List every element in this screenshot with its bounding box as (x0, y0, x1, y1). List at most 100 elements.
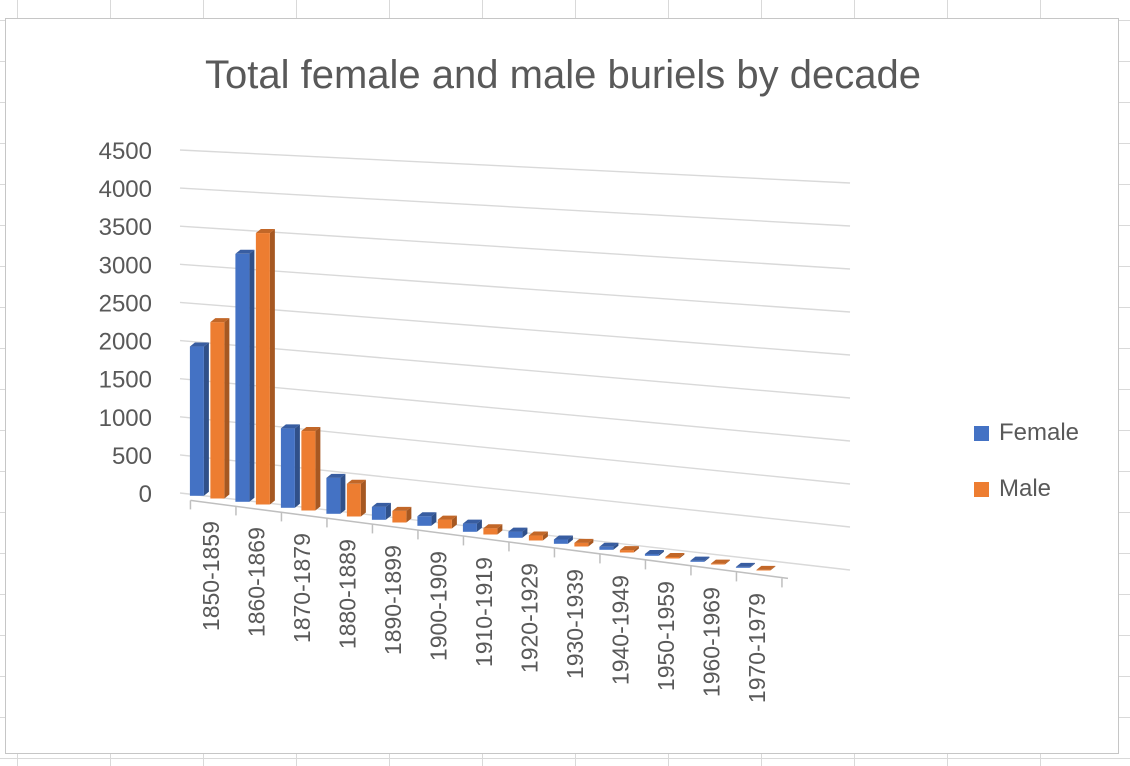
legend: Female Male (974, 405, 1079, 517)
gridline (179, 263, 851, 313)
x-tick-label: 1870-1879 (289, 533, 315, 643)
bar-female (735, 566, 750, 568)
legend-swatch-female (974, 425, 989, 441)
y-tick-label: 4000 (99, 176, 152, 203)
bar-top (574, 538, 594, 543)
bar-male (756, 569, 771, 571)
bar-top (553, 535, 573, 540)
bar-top (235, 249, 255, 254)
bar-female (189, 346, 204, 496)
y-tick-label: 2500 (99, 290, 152, 317)
x-tick-label: 1950-1959 (653, 581, 679, 691)
bar-side (770, 565, 776, 571)
x-tick-label: 1910-1919 (471, 557, 497, 667)
bar-side (451, 515, 457, 529)
x-tick-label: 1850-1859 (198, 521, 224, 631)
y-tick-label: 3000 (99, 252, 152, 279)
x-tick-label: 1920-1929 (516, 563, 542, 673)
bar-side (567, 535, 573, 544)
bar-top (280, 424, 300, 429)
bar-side (385, 502, 391, 520)
bar-female (553, 539, 568, 544)
bar-top (690, 556, 710, 561)
bar-side (360, 479, 366, 517)
x-tick-label: 1900-1909 (425, 551, 451, 661)
bar-side (542, 531, 548, 541)
gridline (179, 377, 851, 442)
bar-top (528, 531, 548, 536)
y-tick-label: 4500 (99, 138, 152, 165)
bar-side (613, 542, 619, 550)
y-tick-label: 0 (139, 481, 152, 508)
bar-side (724, 559, 730, 565)
bar-side (224, 318, 230, 499)
gridline (179, 149, 851, 184)
bar-side (497, 524, 503, 535)
legend-item-female: Female (974, 405, 1079, 461)
bar-top (255, 229, 275, 234)
bar-side (588, 538, 594, 547)
bar-top (665, 553, 685, 558)
gridline (179, 416, 851, 485)
bar-side (203, 342, 209, 496)
legend-label-female: Female (999, 419, 1080, 446)
x-tick-label: 1890-1899 (380, 545, 406, 655)
bar-male (665, 557, 680, 559)
bar-top (483, 524, 503, 529)
gridline (179, 301, 851, 356)
bar-top (735, 562, 755, 567)
bar-male (574, 542, 589, 547)
y-tick-label: 500 (112, 443, 152, 470)
x-tick-label: 1930-1939 (562, 569, 588, 679)
y-tick-label: 1500 (99, 367, 152, 394)
bar-side (249, 249, 255, 502)
x-tick-label: 1970-1979 (744, 593, 770, 703)
bar-top (437, 515, 457, 520)
bar-female (644, 554, 659, 556)
bar-female (280, 428, 295, 508)
bar-male (619, 550, 634, 553)
y-tick-label: 3500 (99, 214, 152, 241)
gridline (179, 225, 851, 270)
bar-top (710, 559, 730, 564)
bar-side (269, 229, 275, 505)
bar-top (619, 546, 639, 551)
bar-top (189, 342, 209, 347)
bar-top (417, 512, 437, 517)
bar-top (326, 473, 346, 478)
legend-label-male: Male (999, 475, 1052, 502)
gridline (179, 454, 851, 528)
bar-side (522, 527, 528, 538)
legend-swatch-male (974, 481, 989, 497)
bar-male (255, 233, 270, 505)
bar-top (392, 506, 412, 511)
bar-female (417, 516, 432, 526)
bar-female (508, 531, 523, 538)
y-tick-label: 1000 (99, 405, 152, 432)
bar-top (346, 479, 366, 484)
bar-side (679, 553, 685, 559)
gridline (179, 187, 851, 227)
bar-side (340, 473, 346, 514)
bar-female (326, 477, 341, 514)
bar-side (294, 424, 300, 508)
bar-male (210, 322, 225, 499)
gridline (179, 339, 851, 399)
bar-male (346, 483, 361, 517)
bar-female (690, 560, 705, 562)
bar-female (462, 523, 477, 532)
bar-side (431, 512, 437, 526)
bar-male (483, 528, 498, 535)
bar-top (508, 527, 528, 532)
bar-top (301, 427, 321, 432)
bar-top (210, 318, 230, 323)
bar-top (756, 565, 776, 570)
y-tick-label: 2000 (99, 329, 152, 356)
bar-side (633, 546, 639, 553)
bar-female (599, 546, 614, 550)
bar-male (301, 431, 316, 511)
x-tick-label: 1860-1869 (243, 527, 269, 637)
x-axis-line (190, 499, 789, 580)
bar-female (235, 253, 250, 502)
